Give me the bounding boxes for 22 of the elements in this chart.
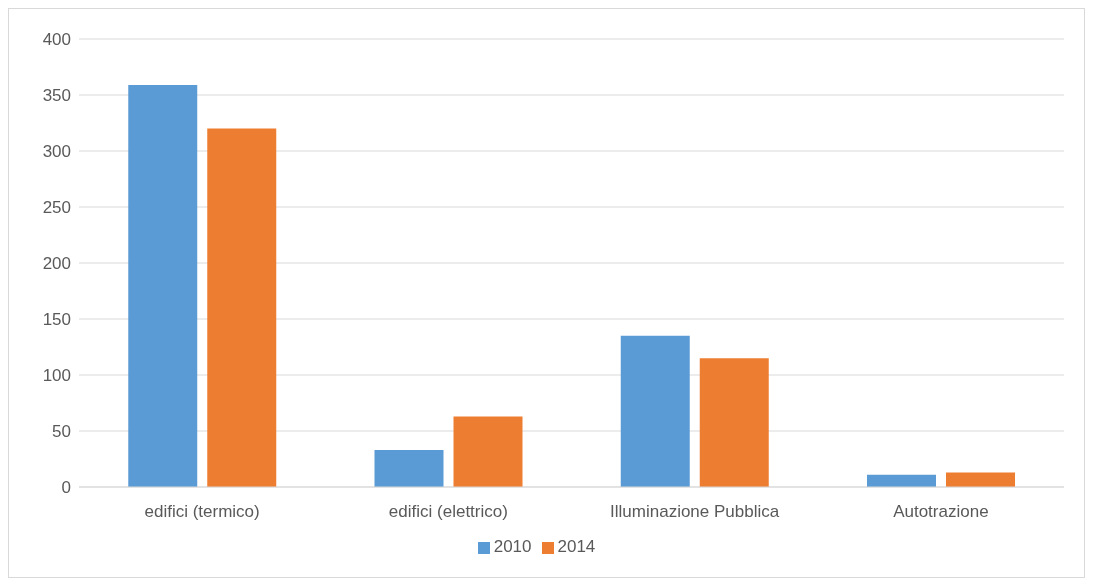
bar (207, 128, 277, 487)
bar (699, 358, 769, 487)
bar (374, 450, 444, 487)
x-tick-label: edifici (termico) (144, 502, 260, 522)
y-tick-label: 300 (42, 142, 71, 162)
bar (620, 335, 690, 487)
bar (128, 84, 198, 487)
x-tick-label: edifici (elettrico) (388, 502, 508, 522)
y-tick-label: 0 (61, 478, 71, 498)
y-tick-label: 200 (42, 254, 71, 274)
y-tick-label: 350 (42, 86, 71, 106)
y-tick-label: 150 (42, 310, 71, 330)
x-tick-label: Autotrazione (893, 502, 989, 522)
y-tick-label: 100 (42, 366, 71, 386)
legend-label: 2010 (493, 537, 532, 556)
y-tick-label: 50 (52, 422, 71, 442)
x-tick-label: Illuminazione Pubblica (610, 502, 780, 522)
y-tick-label: 250 (42, 198, 71, 218)
bar (946, 472, 1015, 487)
bar (453, 416, 523, 487)
legend-label: 2014 (557, 537, 596, 556)
y-tick-label: 400 (42, 30, 71, 50)
